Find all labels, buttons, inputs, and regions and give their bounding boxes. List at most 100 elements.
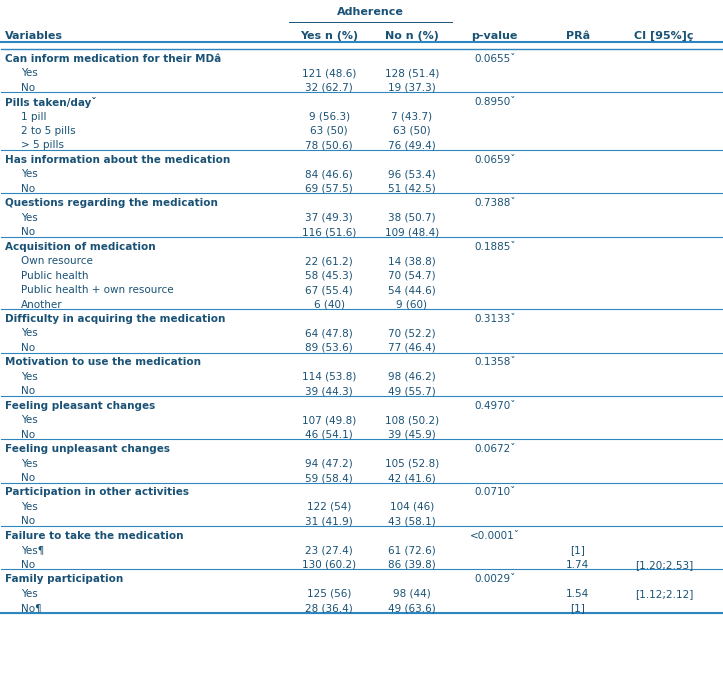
Text: Yes: Yes bbox=[21, 213, 38, 223]
Text: [1]: [1] bbox=[570, 603, 585, 613]
Text: Yes: Yes bbox=[21, 415, 38, 425]
Text: 28 (36.4): 28 (36.4) bbox=[305, 603, 353, 613]
Text: No: No bbox=[21, 343, 35, 353]
Text: Yes: Yes bbox=[21, 68, 38, 78]
Text: No: No bbox=[21, 430, 35, 440]
Text: PRâ: PRâ bbox=[565, 31, 590, 41]
Text: Yes: Yes bbox=[21, 329, 38, 339]
Text: 0.0672ˇ: 0.0672ˇ bbox=[474, 444, 515, 454]
Text: No: No bbox=[21, 82, 35, 93]
Text: 38 (50.7): 38 (50.7) bbox=[388, 213, 436, 223]
Text: 108 (50.2): 108 (50.2) bbox=[385, 415, 439, 425]
Text: 63 (50): 63 (50) bbox=[393, 126, 431, 136]
Text: 9 (60): 9 (60) bbox=[396, 299, 427, 309]
Text: 31 (41.9): 31 (41.9) bbox=[305, 517, 353, 526]
Text: 86 (39.8): 86 (39.8) bbox=[388, 560, 436, 570]
Text: 1.54: 1.54 bbox=[566, 588, 589, 599]
Text: 39 (45.9): 39 (45.9) bbox=[388, 430, 436, 440]
Text: 6 (40): 6 (40) bbox=[314, 299, 345, 309]
Text: No: No bbox=[21, 473, 35, 483]
Text: 63 (50): 63 (50) bbox=[310, 126, 348, 136]
Text: 130 (60.2): 130 (60.2) bbox=[302, 560, 356, 570]
Text: Failure to take the medication: Failure to take the medication bbox=[5, 531, 184, 541]
Text: Yes: Yes bbox=[21, 372, 38, 382]
Text: 0.1885ˇ: 0.1885ˇ bbox=[474, 242, 515, 252]
Text: Yes: Yes bbox=[21, 502, 38, 512]
Text: p-value: p-value bbox=[471, 31, 518, 41]
Text: Yes: Yes bbox=[21, 170, 38, 179]
Text: Motivation to use the medication: Motivation to use the medication bbox=[5, 357, 201, 367]
Text: 69 (57.5): 69 (57.5) bbox=[305, 184, 353, 194]
Text: 116 (51.6): 116 (51.6) bbox=[302, 228, 356, 237]
Text: 0.3133ˇ: 0.3133ˇ bbox=[474, 314, 515, 324]
Text: Participation in other activities: Participation in other activities bbox=[5, 487, 189, 498]
Text: 39 (44.3): 39 (44.3) bbox=[305, 386, 353, 396]
Text: Public health + own resource: Public health + own resource bbox=[21, 285, 174, 295]
Text: 9 (56.3): 9 (56.3) bbox=[309, 112, 350, 121]
Text: No: No bbox=[21, 228, 35, 237]
Text: 98 (46.2): 98 (46.2) bbox=[388, 372, 436, 382]
Text: Difficulty in acquiring the medication: Difficulty in acquiring the medication bbox=[5, 314, 226, 324]
Text: 109 (48.4): 109 (48.4) bbox=[385, 228, 439, 237]
Text: Yes¶: Yes¶ bbox=[21, 545, 44, 556]
Text: 121 (48.6): 121 (48.6) bbox=[302, 68, 356, 78]
Text: 54 (44.6): 54 (44.6) bbox=[388, 285, 436, 295]
Text: 2 to 5 pills: 2 to 5 pills bbox=[21, 126, 75, 136]
Text: 1.74: 1.74 bbox=[566, 560, 589, 570]
Text: 23 (27.4): 23 (27.4) bbox=[305, 545, 353, 556]
Text: 49 (63.6): 49 (63.6) bbox=[388, 603, 436, 613]
Text: 89 (53.6): 89 (53.6) bbox=[305, 343, 353, 353]
Text: Acquisition of medication: Acquisition of medication bbox=[5, 242, 155, 252]
Text: 70 (52.2): 70 (52.2) bbox=[388, 329, 436, 339]
Text: Can inform medication for their MDâ: Can inform medication for their MDâ bbox=[5, 54, 221, 64]
Text: 0.1358ˇ: 0.1358ˇ bbox=[474, 357, 515, 367]
Text: No: No bbox=[21, 386, 35, 396]
Text: [1]: [1] bbox=[570, 545, 585, 556]
Text: 0.7388ˇ: 0.7388ˇ bbox=[474, 198, 515, 208]
Text: 0.0029ˇ: 0.0029ˇ bbox=[474, 574, 515, 584]
Text: <0.0001ˇ: <0.0001ˇ bbox=[470, 531, 520, 541]
Text: 105 (52.8): 105 (52.8) bbox=[385, 459, 439, 468]
Text: 0.8950ˇ: 0.8950ˇ bbox=[474, 97, 515, 107]
Text: 14 (38.8): 14 (38.8) bbox=[388, 256, 436, 266]
Text: > 5 pills: > 5 pills bbox=[21, 140, 64, 151]
Text: 0.4970ˇ: 0.4970ˇ bbox=[474, 401, 515, 410]
Text: 96 (53.4): 96 (53.4) bbox=[388, 170, 436, 179]
Text: 37 (49.3): 37 (49.3) bbox=[305, 213, 353, 223]
Text: 0.0710ˇ: 0.0710ˇ bbox=[474, 487, 515, 498]
Text: 46 (54.1): 46 (54.1) bbox=[305, 430, 353, 440]
Text: 0.0655ˇ: 0.0655ˇ bbox=[474, 54, 515, 64]
Text: Pills taken/dayˇ: Pills taken/dayˇ bbox=[5, 96, 97, 107]
Text: 94 (47.2): 94 (47.2) bbox=[305, 459, 353, 468]
Text: Yes n (%): Yes n (%) bbox=[300, 31, 358, 41]
Text: 58 (45.3): 58 (45.3) bbox=[305, 271, 353, 281]
Text: 32 (62.7): 32 (62.7) bbox=[305, 82, 353, 93]
Text: Feeling unpleasant changes: Feeling unpleasant changes bbox=[5, 444, 170, 454]
Text: 78 (50.6): 78 (50.6) bbox=[305, 140, 353, 151]
Text: Has information about the medication: Has information about the medication bbox=[5, 155, 230, 165]
Text: 122 (54): 122 (54) bbox=[307, 502, 351, 512]
Text: Family participation: Family participation bbox=[5, 574, 123, 584]
Text: Public health: Public health bbox=[21, 271, 88, 281]
Text: Yes: Yes bbox=[21, 588, 38, 599]
Text: 70 (54.7): 70 (54.7) bbox=[388, 271, 436, 281]
Text: No: No bbox=[21, 517, 35, 526]
Text: 128 (51.4): 128 (51.4) bbox=[385, 68, 439, 78]
Text: 61 (72.6): 61 (72.6) bbox=[388, 545, 436, 556]
Text: 64 (47.8): 64 (47.8) bbox=[305, 329, 353, 339]
Text: No n (%): No n (%) bbox=[385, 31, 439, 41]
Text: 76 (49.4): 76 (49.4) bbox=[388, 140, 436, 151]
Text: 22 (61.2): 22 (61.2) bbox=[305, 256, 353, 266]
Text: 51 (42.5): 51 (42.5) bbox=[388, 184, 436, 194]
Text: 49 (55.7): 49 (55.7) bbox=[388, 386, 436, 396]
Text: 98 (44): 98 (44) bbox=[393, 588, 431, 599]
Text: 125 (56): 125 (56) bbox=[307, 588, 351, 599]
Text: 104 (46): 104 (46) bbox=[390, 502, 434, 512]
Text: 107 (49.8): 107 (49.8) bbox=[302, 415, 356, 425]
Text: Another: Another bbox=[21, 299, 62, 309]
Text: 42 (41.6): 42 (41.6) bbox=[388, 473, 436, 483]
Text: 0.0659ˇ: 0.0659ˇ bbox=[474, 155, 515, 165]
Text: Variables: Variables bbox=[5, 31, 63, 41]
Text: No: No bbox=[21, 560, 35, 570]
Text: [1.20;2.53]: [1.20;2.53] bbox=[635, 560, 693, 570]
